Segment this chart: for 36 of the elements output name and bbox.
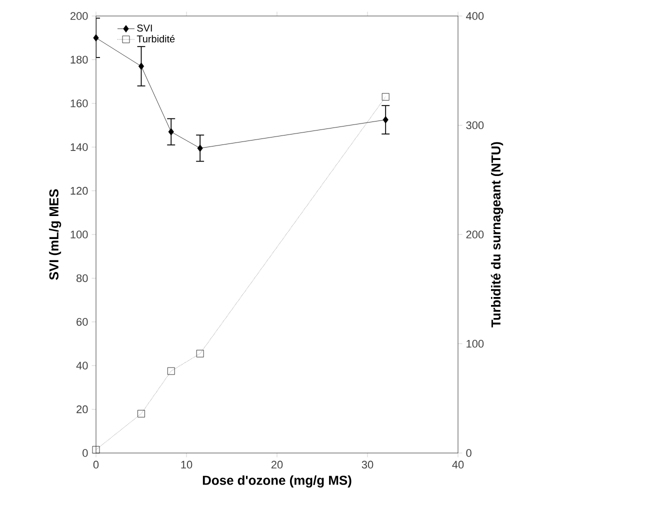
- point: [168, 128, 174, 136]
- x-tick-label: 0: [93, 460, 99, 469]
- x-tick-label: 10: [181, 460, 192, 469]
- point: [138, 410, 145, 418]
- y-tick-label: 0: [82, 449, 88, 457]
- point: [92, 446, 100, 454]
- point: [93, 34, 99, 42]
- y-tick-label: 100: [70, 230, 88, 238]
- y-tick-label: 40: [76, 362, 88, 370]
- y2-tick-label: 200: [466, 230, 484, 238]
- y2-axis-title: Turbidité du surnageant (NTU): [490, 142, 504, 328]
- y-tick-label: 20: [76, 405, 88, 414]
- point: [197, 144, 203, 152]
- y-tick-label: 200: [70, 12, 88, 20]
- point: [382, 116, 388, 124]
- y-tick-label: 60: [76, 318, 88, 326]
- x-axis-title: Dose d'ozone (mg/g MS): [202, 475, 352, 488]
- point: [167, 367, 175, 375]
- y2-tick-label: 100: [466, 340, 484, 348]
- y-tick-label: 140: [70, 143, 88, 151]
- legend-label: SVI: [137, 24, 152, 32]
- y-axis-title: SVI (mL/g MES: [48, 189, 62, 280]
- x-tick-label: 20: [271, 460, 283, 469]
- legend-label: Turbidité: [136, 34, 175, 42]
- y-tick-label: 80: [76, 274, 88, 282]
- point: [138, 62, 144, 70]
- point: [382, 93, 390, 101]
- y2-tick-label: 400: [466, 12, 484, 20]
- y-tick-label: 120: [70, 186, 88, 195]
- point: [196, 350, 204, 358]
- y-tick-label: 160: [70, 100, 88, 108]
- y2-tick-label: 0: [466, 449, 472, 457]
- y2-tick-label: 300: [466, 121, 484, 130]
- y-tick-label: 180: [70, 56, 88, 64]
- x-tick-label: 40: [452, 460, 464, 469]
- x-tick-label: 30: [362, 460, 374, 469]
